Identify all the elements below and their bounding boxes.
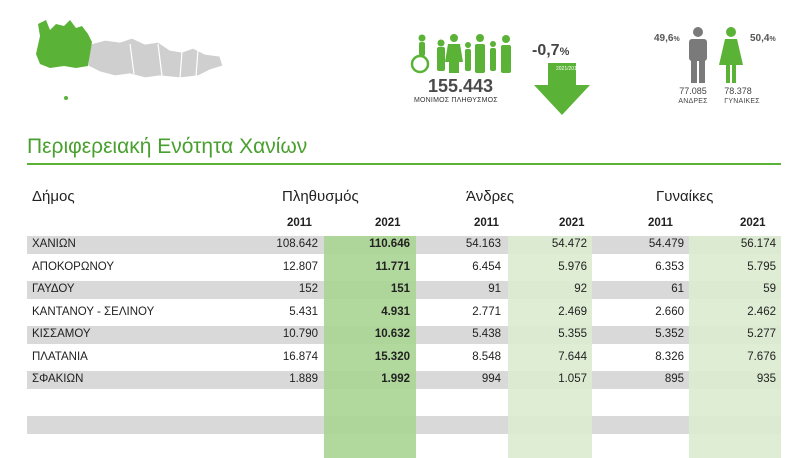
cell-women2011: 2.660 (655, 305, 684, 318)
year-women-2011: 2011 (648, 217, 673, 229)
cell-men2011: 5.438 (472, 328, 501, 340)
cell-pop2021: 15.320 (374, 350, 410, 363)
municipality-name: ΧΑΝΙΩΝ (32, 238, 76, 250)
cell-pop2021: 10.632 (374, 328, 410, 340)
municipality-name: ΠΛΑΤΑΝΙΑ (32, 350, 88, 363)
year-pop-2011: 2011 (287, 217, 312, 229)
women-count: 78.378 (724, 86, 752, 96)
header-men: Άνδρες (466, 188, 515, 205)
cell-men2011: 91 (488, 283, 501, 295)
cell-women2011: 5.352 (655, 328, 684, 340)
men-label: ΑΝΔΡΕΣ (678, 98, 708, 105)
municipality-name: ΓΑΥΔΟΥ (32, 283, 75, 295)
cell-women2011: 54.479 (648, 238, 684, 250)
section-title: Περιφερειακή Ενότητα Χανίων (27, 135, 308, 158)
title-divider (27, 163, 781, 165)
cell-men2021: 92 (574, 283, 587, 295)
municipality-name: ΣΦΑΚΙΩΝ (32, 373, 84, 385)
cell-men2021: 2.469 (558, 305, 587, 318)
men-count: 77.085 (679, 86, 707, 96)
cell-men2011: 2.771 (472, 305, 501, 318)
cell-men2011: 54.163 (465, 238, 501, 250)
population-total: 155.443 (428, 76, 494, 96)
map-region-chania (36, 20, 92, 68)
header-women: Γυναίκες (656, 188, 714, 205)
cell-pop2011: 10.790 (282, 328, 318, 340)
cell-men2021: 7.644 (558, 350, 587, 363)
cell-pop2011: 16.874 (282, 350, 318, 363)
cell-women2011: 6.353 (655, 260, 684, 273)
cell-women2021: 5.795 (747, 260, 776, 273)
cell-women2011: 895 (664, 373, 684, 385)
cell-men2011: 994 (481, 373, 501, 385)
cell-pop2021: 4.931 (381, 305, 410, 318)
man-icon (689, 27, 707, 83)
cell-pop2011: 108.642 (276, 238, 318, 250)
down-arrow-icon (534, 63, 590, 115)
women-percent: 50,4% (750, 33, 776, 44)
header-population: Πληθυσμός (282, 188, 359, 205)
men-percent: 49,6% (654, 33, 680, 44)
cell-men2021: 5.355 (558, 328, 587, 340)
change-value: -0,7% (532, 42, 570, 59)
municipality-name: ΚΙΣΣΑΜΟΥ (32, 328, 91, 340)
cell-pop2011: 1.889 (289, 373, 318, 385)
cell-men2011: 6.454 (472, 260, 501, 273)
population-label: ΜΟΝΙΜΟΣ ΠΛΗΘΥΣΜΟΣ (414, 97, 498, 104)
cell-women2021: 2.462 (747, 305, 776, 318)
map-region-other (87, 37, 224, 79)
woman-icon (719, 27, 743, 83)
cell-women2021: 59 (763, 283, 776, 295)
year-women-2021: 2021 (740, 217, 766, 229)
cell-pop2021: 11.771 (375, 260, 410, 273)
cell-men2021: 5.976 (558, 260, 587, 273)
cell-men2011: 8.548 (472, 350, 501, 363)
change-period: 2021/2011 (556, 66, 580, 72)
cell-men2021: 54.472 (551, 238, 587, 250)
population-icon (410, 34, 511, 74)
cell-women2021: 5.277 (747, 328, 776, 340)
cell-pop2021: 1.992 (381, 373, 410, 385)
header-municipality: Δήμος (32, 188, 75, 205)
cell-pop2011: 5.431 (289, 305, 318, 318)
cell-pop2011: 152 (298, 283, 318, 295)
cell-men2021: 1.057 (558, 373, 587, 385)
cell-women2021: 7.676 (747, 350, 776, 363)
cell-pop2011: 12.807 (282, 260, 318, 273)
year-men-2011: 2011 (474, 217, 499, 229)
municipality-name: ΚΑΝΤΑΝΟΥ - ΣΕΛΙΝΟΥ (32, 305, 155, 318)
cell-women2021: 935 (756, 373, 776, 385)
year-men-2021: 2021 (559, 217, 585, 229)
year-pop-2021: 2021 (375, 217, 401, 229)
column-highlight-men2021 (508, 236, 592, 458)
cell-women2011: 8.326 (655, 350, 684, 363)
crete-map (36, 20, 224, 100)
cell-women2021: 56.174 (740, 238, 776, 250)
cell-pop2021: 151 (390, 283, 410, 295)
column-highlight-women2021 (689, 236, 781, 458)
women-label: ΓΥΝΑΙΚΕΣ (724, 98, 760, 105)
municipality-name: ΑΠΟΚΟΡΩΝΟΥ (32, 260, 114, 273)
column-highlight-pop2021 (324, 236, 416, 458)
cell-women2011: 61 (671, 283, 684, 295)
cell-pop2021: 110.646 (369, 238, 410, 250)
